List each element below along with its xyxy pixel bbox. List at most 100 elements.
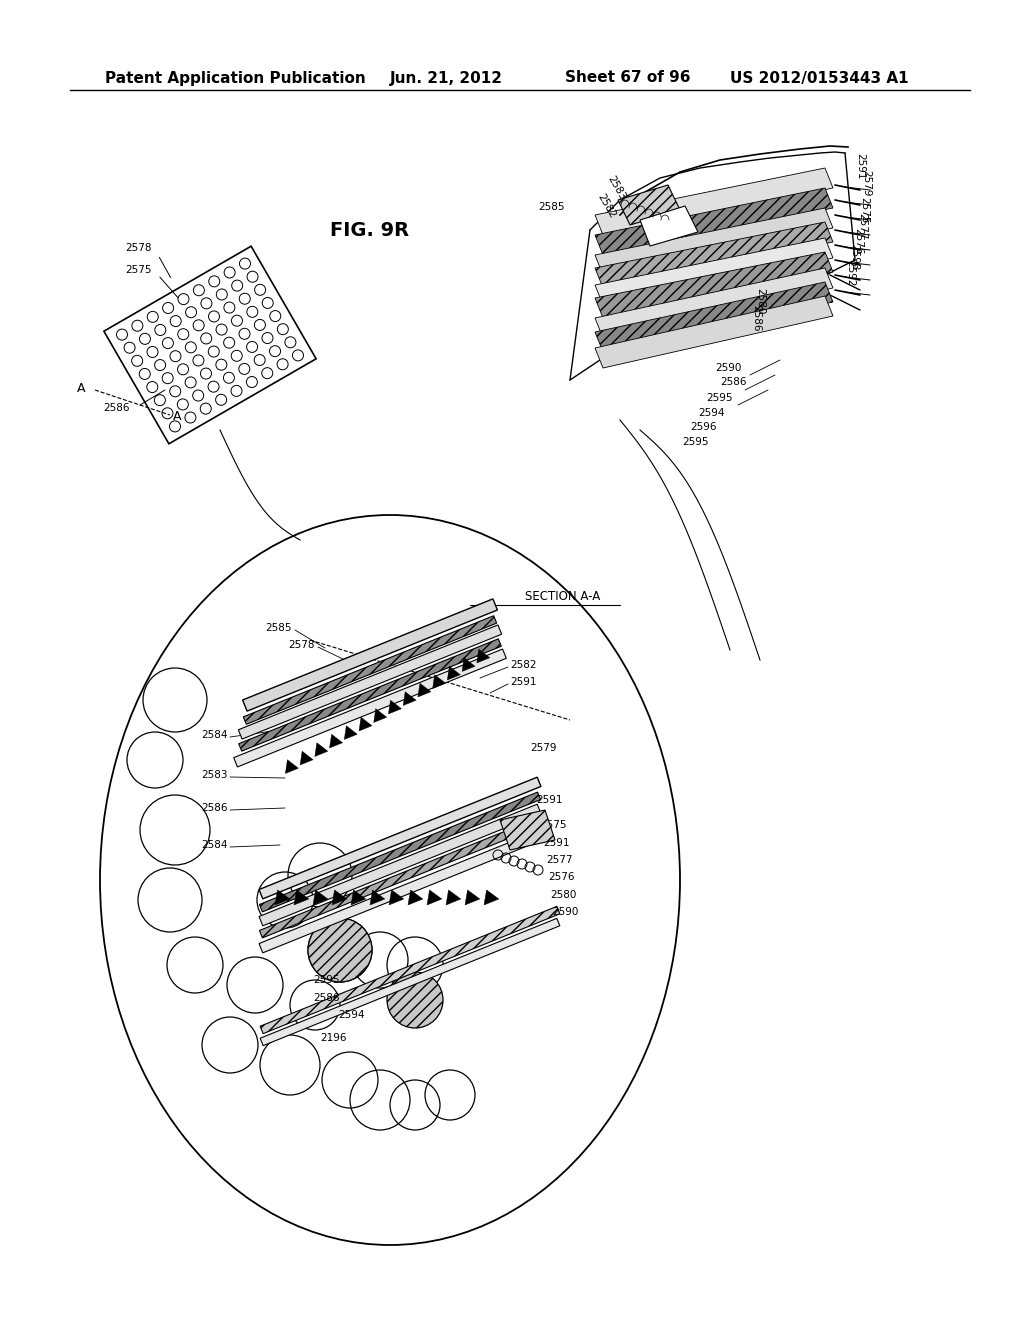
Polygon shape [595, 238, 833, 305]
Text: A: A [77, 381, 85, 395]
Polygon shape [260, 919, 560, 1045]
Text: 2577: 2577 [857, 213, 867, 239]
Text: FIG. 9R: FIG. 9R [330, 220, 410, 239]
Polygon shape [259, 792, 541, 912]
Polygon shape [446, 890, 461, 906]
Text: 2580: 2580 [550, 890, 577, 900]
Polygon shape [500, 810, 555, 850]
Polygon shape [618, 185, 680, 224]
Polygon shape [314, 743, 328, 756]
Polygon shape [351, 890, 366, 906]
Text: 2586: 2586 [202, 803, 228, 813]
Polygon shape [640, 206, 698, 246]
Text: Patent Application Publication: Patent Application Publication [105, 70, 366, 86]
Polygon shape [447, 667, 461, 680]
Text: A: A [173, 411, 181, 424]
Text: 2578: 2578 [125, 243, 152, 253]
Polygon shape [408, 890, 423, 906]
Polygon shape [260, 907, 560, 1034]
Text: 2578: 2578 [289, 640, 315, 649]
Polygon shape [462, 657, 475, 672]
Polygon shape [595, 187, 833, 255]
Text: 2576: 2576 [548, 873, 574, 882]
Text: 2575: 2575 [859, 197, 869, 223]
Polygon shape [259, 777, 541, 899]
Polygon shape [313, 890, 328, 906]
Polygon shape [418, 684, 431, 697]
Circle shape [308, 917, 372, 982]
Text: 2591: 2591 [510, 677, 537, 686]
Polygon shape [243, 599, 498, 711]
Text: 2583: 2583 [605, 174, 628, 202]
Polygon shape [370, 890, 385, 906]
Text: 2591: 2591 [536, 795, 562, 805]
Text: 2585: 2585 [265, 623, 292, 634]
Text: 2580: 2580 [755, 288, 765, 314]
Text: 2594: 2594 [338, 1010, 365, 1020]
Text: SECTION A-A: SECTION A-A [525, 590, 600, 603]
Polygon shape [233, 649, 506, 767]
Polygon shape [388, 700, 401, 714]
Text: 2196: 2196 [319, 1034, 346, 1043]
Text: 2595: 2595 [682, 437, 709, 447]
Polygon shape [259, 832, 541, 953]
Polygon shape [432, 675, 445, 689]
Text: 2582: 2582 [510, 660, 537, 671]
Polygon shape [300, 751, 313, 766]
Circle shape [387, 972, 443, 1028]
Text: 2577: 2577 [546, 855, 572, 865]
Text: 2579: 2579 [530, 743, 556, 752]
Text: 2586: 2586 [313, 993, 340, 1003]
Text: US 2012/0153443 A1: US 2012/0153443 A1 [730, 70, 908, 86]
Polygon shape [595, 268, 833, 338]
Polygon shape [595, 222, 833, 288]
Text: 2582: 2582 [596, 193, 617, 220]
Polygon shape [465, 890, 480, 906]
Polygon shape [403, 692, 416, 705]
Text: 2595: 2595 [313, 975, 340, 985]
Text: 2583: 2583 [202, 770, 228, 780]
Polygon shape [595, 282, 833, 352]
Text: 2586: 2586 [720, 378, 746, 387]
Polygon shape [595, 209, 833, 275]
Text: 2585: 2585 [539, 202, 565, 213]
Polygon shape [374, 709, 387, 722]
Text: Jun. 21, 2012: Jun. 21, 2012 [390, 70, 503, 86]
Text: 2576: 2576 [853, 228, 863, 255]
Text: 2575: 2575 [125, 265, 152, 275]
Polygon shape [595, 168, 833, 235]
Text: 2586: 2586 [751, 305, 761, 331]
Polygon shape [477, 649, 489, 663]
Polygon shape [294, 890, 309, 906]
Text: 2590: 2590 [715, 363, 741, 374]
Polygon shape [286, 760, 298, 774]
Text: 2594: 2594 [698, 408, 725, 418]
Polygon shape [275, 890, 290, 906]
Text: 2584: 2584 [202, 840, 228, 850]
Text: 2586: 2586 [103, 403, 129, 413]
Text: 2579: 2579 [861, 170, 871, 197]
Text: 2584: 2584 [202, 730, 228, 741]
Text: 2592: 2592 [845, 260, 855, 286]
Text: Sheet 67 of 96: Sheet 67 of 96 [565, 70, 690, 86]
Polygon shape [344, 726, 357, 739]
Text: 2575: 2575 [540, 820, 566, 830]
Polygon shape [595, 252, 833, 318]
Text: 2591: 2591 [543, 838, 569, 847]
Polygon shape [427, 890, 441, 906]
Polygon shape [244, 615, 497, 725]
Text: 2596: 2596 [690, 422, 717, 432]
Text: 2591: 2591 [855, 153, 865, 180]
Polygon shape [259, 818, 541, 939]
Polygon shape [359, 717, 372, 731]
Polygon shape [259, 804, 541, 925]
Text: 2590: 2590 [552, 907, 579, 917]
Polygon shape [389, 890, 403, 906]
Text: 2593: 2593 [849, 244, 859, 271]
Polygon shape [484, 890, 499, 906]
Polygon shape [330, 734, 343, 748]
Polygon shape [332, 890, 347, 906]
Polygon shape [595, 296, 833, 368]
Text: 2595: 2595 [706, 393, 732, 403]
Polygon shape [239, 624, 502, 739]
